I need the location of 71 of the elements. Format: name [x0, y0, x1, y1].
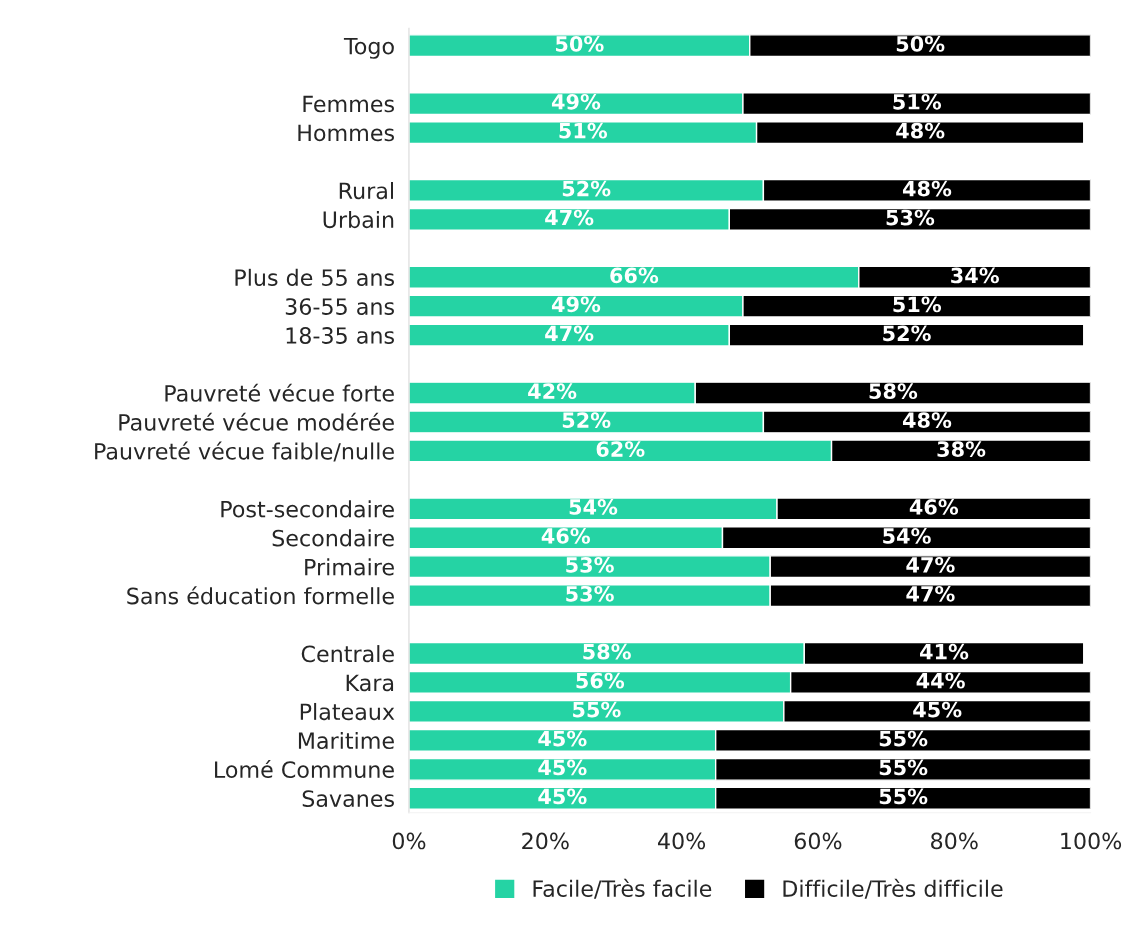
- legend-label: Facile/Très facile: [533, 878, 712, 899]
- data-label: 44%: [916, 672, 965, 689]
- data-label: 52%: [562, 180, 611, 197]
- data-label: 51%: [893, 93, 942, 110]
- data-label: 48%: [902, 412, 952, 429]
- y-tick-label: Plateaux: [300, 702, 395, 721]
- x-tick-label: 40%: [657, 832, 706, 850]
- data-label: 45%: [538, 788, 587, 805]
- y-tick-label: Plus de 55 ans: [235, 268, 394, 287]
- data-label: 49%: [551, 93, 601, 110]
- data-label: 55%: [573, 701, 621, 718]
- data-label: 50%: [896, 36, 945, 52]
- data-label: 51%: [559, 122, 608, 139]
- y-tick-label: Secondaire: [272, 529, 394, 547]
- data-label: 45%: [538, 730, 587, 747]
- y-tick-label: Pauvreté vécue forte: [165, 383, 394, 402]
- y-tick-label: Maritime: [298, 731, 394, 750]
- data-label: 47%: [906, 585, 955, 602]
- y-tick-label: Femmes: [303, 95, 394, 113]
- data-label: 38%: [937, 441, 986, 457]
- y-tick-label: Rural: [339, 181, 393, 200]
- data-label: 48%: [902, 180, 952, 197]
- y-tick-label: Urbain: [323, 210, 394, 229]
- y-tick-label: Togo: [343, 37, 394, 59]
- data-label: 45%: [913, 701, 962, 718]
- x-tick-label: 60%: [794, 832, 842, 850]
- y-tick-label: Post-secondaire: [221, 500, 394, 518]
- data-label: 42%: [528, 383, 577, 400]
- y-tick-label: Lomé Commune: [215, 759, 394, 779]
- data-label: 52%: [883, 325, 931, 342]
- data-label: 53%: [566, 556, 614, 573]
- data-label: 51%: [893, 296, 942, 313]
- data-label: 47%: [545, 325, 594, 342]
- x-tick-label: 100%: [1061, 832, 1122, 850]
- y-tick-label: Centrale: [301, 645, 394, 663]
- data-label: 55%: [879, 759, 928, 776]
- data-label: 56%: [576, 672, 625, 689]
- data-label: 46%: [541, 528, 590, 544]
- x-tick-label: 20%: [522, 832, 569, 850]
- data-label: 54%: [883, 528, 931, 544]
- data-label: 55%: [879, 730, 928, 747]
- y-tick-label: Hommes: [298, 124, 394, 142]
- legend-label: Difficile/Très difficile: [783, 878, 1003, 899]
- data-label: 47%: [906, 556, 955, 573]
- data-label: 53%: [886, 209, 935, 226]
- y-tick-label: Pauvreté vécue modérée: [119, 412, 394, 431]
- data-label: 53%: [566, 585, 614, 602]
- y-tick-label: Pauvreté vécue faible/nulle: [95, 441, 394, 462]
- data-label: 50%: [556, 36, 604, 52]
- data-label: 46%: [909, 499, 959, 515]
- y-tick-label: Savanes: [302, 790, 394, 807]
- y-tick-label: Primaire: [305, 558, 394, 576]
- data-label: 49%: [551, 296, 601, 313]
- data-label: 55%: [879, 788, 928, 805]
- data-label: 58%: [869, 383, 918, 400]
- data-label: 52%: [562, 412, 611, 429]
- data-label: 62%: [596, 441, 645, 457]
- y-tick-label: 18-35 ans: [286, 327, 394, 344]
- data-label: 45%: [538, 759, 587, 776]
- data-label: 41%: [920, 643, 969, 660]
- y-tick-label: Sans éducation formelle: [127, 586, 394, 605]
- data-label: 54%: [569, 499, 618, 515]
- data-label: 66%: [610, 267, 659, 284]
- x-tick-label: 0%: [392, 832, 426, 850]
- y-tick-label: Kara: [346, 674, 394, 692]
- data-label: 47%: [545, 209, 594, 226]
- y-tick-label: 36-55 ans: [285, 298, 394, 315]
- data-label: 34%: [951, 267, 999, 284]
- x-tick-label: 80%: [931, 832, 978, 850]
- data-label: 58%: [583, 643, 631, 660]
- data-label: 48%: [896, 122, 945, 139]
